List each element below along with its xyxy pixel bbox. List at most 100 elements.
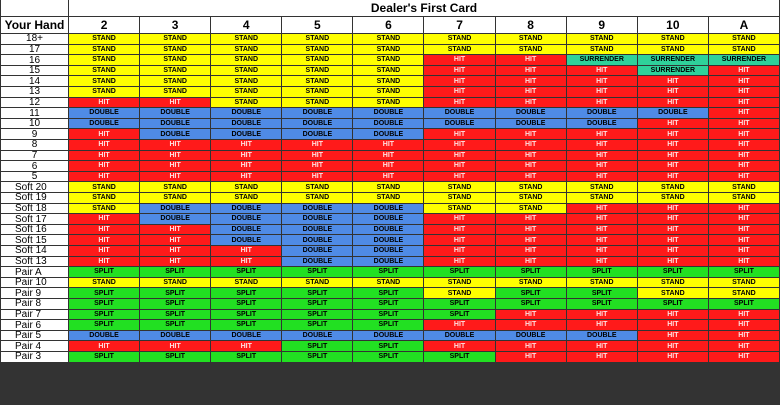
action-cell: DOUBLE (211, 108, 282, 118)
action-cell: STAND (566, 44, 637, 55)
hand-label: Soft 16 (1, 224, 68, 235)
action-cell: DOUBLE (211, 203, 282, 214)
action-cell: HIT (353, 140, 424, 150)
action-cell: SPLIT (69, 288, 140, 298)
action-cell: SPLIT (69, 352, 140, 362)
action-cell: SPLIT (424, 267, 495, 277)
action-cell: DOUBLE (282, 118, 353, 129)
action-cell: STAND (282, 277, 353, 288)
action-cell: STAND (211, 76, 282, 86)
action-cell: STAND (140, 76, 211, 86)
hand-label: Soft 19 (1, 193, 68, 203)
action-cell: STAND (495, 34, 566, 44)
action-cell: DOUBLE (282, 246, 353, 256)
action-cell: DOUBLE (140, 108, 211, 118)
action-cell: DOUBLE (211, 129, 282, 139)
action-cell: DOUBLE (353, 118, 424, 129)
action-cell: DOUBLE (140, 118, 211, 129)
action-cell: DOUBLE (282, 224, 353, 235)
hand-label: Pair A (1, 267, 68, 277)
action-cell: HIT (637, 330, 708, 341)
action-cell: STAND (211, 97, 282, 108)
action-cell: HIT (637, 352, 708, 362)
hand-label: 14 (1, 76, 68, 86)
action-cell: HIT (637, 129, 708, 139)
action-cell: STAND (637, 182, 708, 192)
action-cell: HIT (424, 224, 495, 235)
action-cell: HIT (637, 76, 708, 86)
action-cell: HIT (211, 256, 282, 267)
action-cell: STAND (424, 288, 495, 298)
action-cell: HIT (637, 203, 708, 214)
action-cell: HIT (424, 97, 495, 108)
action-cell: HIT (566, 150, 637, 161)
action-cell: STAND (495, 193, 566, 203)
action-cell: STAND (69, 55, 140, 65)
action-cell: STAND (637, 288, 708, 298)
action-cell: DOUBLE (282, 129, 353, 139)
action-cell: STAND (708, 34, 779, 44)
action-cell: DOUBLE (495, 330, 566, 341)
action-cell: HIT (69, 235, 140, 245)
action-cell: DOUBLE (211, 224, 282, 235)
action-cell: DOUBLE (69, 108, 140, 118)
action-cell: HIT (424, 150, 495, 161)
action-cell: SPLIT (282, 341, 353, 351)
action-cell: HIT (495, 246, 566, 256)
action-cell: SPLIT (708, 267, 779, 277)
action-cell: HIT (282, 140, 353, 150)
action-cell: HIT (282, 171, 353, 182)
action-cell: SPLIT (140, 352, 211, 362)
action-cell: HIT (637, 256, 708, 267)
action-cell: HIT (424, 214, 495, 224)
hand-label: 18+ (1, 34, 68, 44)
action-cell: SPLIT (353, 288, 424, 298)
action-cell: STAND (282, 193, 353, 203)
action-cell: HIT (353, 150, 424, 161)
action-cell: HIT (69, 341, 140, 351)
action-cell: STAND (140, 193, 211, 203)
action-cell: DOUBLE (637, 108, 708, 118)
action-cell: STAND (69, 34, 140, 44)
action-cell: HIT (424, 65, 495, 76)
action-cell: HIT (637, 97, 708, 108)
action-cell: HIT (140, 150, 211, 161)
action-cell: STAND (211, 193, 282, 203)
action-cell: DOUBLE (353, 330, 424, 341)
action-cell: STAND (69, 203, 140, 214)
hand-label: 16 (1, 55, 68, 65)
hand-label: 12 (1, 97, 68, 108)
action-cell: STAND (140, 277, 211, 288)
action-cell: STAND (353, 55, 424, 65)
action-cell: SPLIT (353, 267, 424, 277)
hand-label: 17 (1, 44, 68, 55)
action-cell: DOUBLE (566, 118, 637, 129)
action-cell: HIT (637, 118, 708, 129)
action-cell: SPLIT (211, 352, 282, 362)
action-cell: HIT (69, 256, 140, 267)
action-cell: HIT (424, 87, 495, 97)
action-cell: SPLIT (211, 309, 282, 320)
action-cell: STAND (282, 55, 353, 65)
hand-label: 13 (1, 87, 68, 97)
action-cell: STAND (353, 193, 424, 203)
column-header: 3 (140, 17, 211, 33)
action-cell: SPLIT (637, 267, 708, 277)
action-cell: HIT (211, 150, 282, 161)
action-cell: DOUBLE (282, 256, 353, 267)
action-cell: DOUBLE (353, 224, 424, 235)
action-cell: SPLIT (140, 299, 211, 309)
action-cell: DOUBLE (282, 108, 353, 118)
action-cell: SPLIT (282, 299, 353, 309)
action-cell: DOUBLE (282, 330, 353, 341)
action-cell: HIT (566, 224, 637, 235)
action-cell: HIT (211, 161, 282, 171)
action-cell: DOUBLE (495, 118, 566, 129)
action-cell: HIT (637, 150, 708, 161)
action-cell: DOUBLE (69, 330, 140, 341)
action-cell: SPLIT (708, 299, 779, 309)
action-cell: HIT (424, 129, 495, 139)
action-cell: SPLIT (282, 309, 353, 320)
action-cell: DOUBLE (424, 118, 495, 129)
hand-label: Pair 4 (1, 341, 68, 351)
